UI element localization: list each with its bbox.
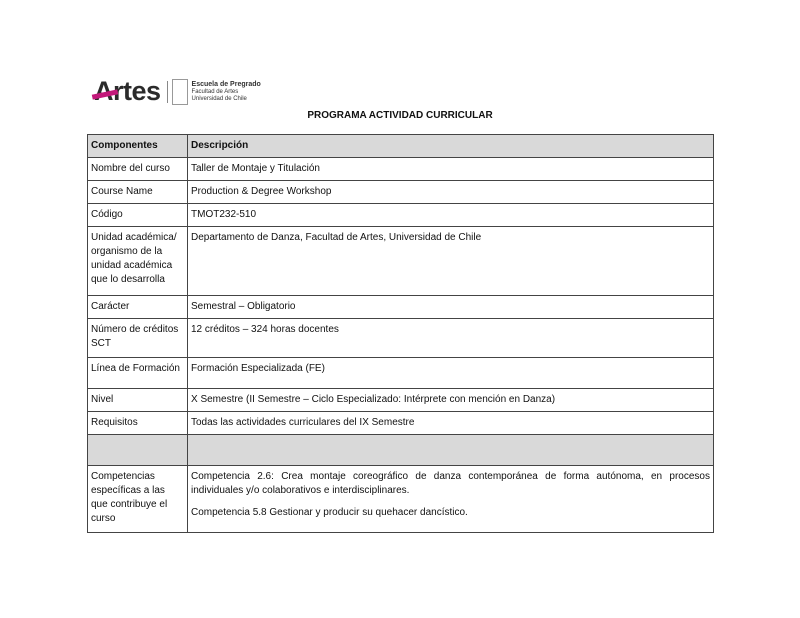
school-name: Escuela de Pregrado Facultad de Artes Un… [192,81,261,103]
row-value: Competencia 2.6: Crea montaje coreográfi… [187,465,714,533]
table-header: Componentes Descripción [87,134,714,158]
table-row: Línea de Formación Formación Especializad… [87,357,714,389]
row-label: Nivel [87,388,188,412]
table-row: Nombre del curso Taller de Montaje y Titu… [87,157,714,181]
program-table: Componentes Descripción Nombre del curso T… [87,134,714,533]
table-row: Código TMOT232-510 [87,203,714,227]
faculty: Facultad de Artes [191,88,239,95]
row-value: Formación Especializada (FE) [187,357,714,389]
row-label: Número de créditos SCT [87,318,188,358]
divider [166,80,168,103]
logo-text: Artes [94,76,161,106]
table-row: Requisitos Todas las actividades curricul… [87,411,714,435]
row-value: X Semestre (II Semestre – Ciclo Especial… [187,388,714,412]
row-label: Competencias específicas a las que contr… [87,465,188,533]
table-row: Nivel X Semestre (II Semestre – Ciclo Esp… [87,388,714,412]
header-cell: Componentes [87,134,188,158]
separator-row [87,434,714,466]
empty-cell [187,434,714,466]
table-row: Competencias específicas a las que contr… [87,465,714,533]
row-value: Todas las actividades curriculares del I… [187,411,714,435]
row-label: Requisitos [87,411,188,435]
row-label: Nombre del curso [87,157,188,181]
row-label: Carácter [87,295,188,319]
table-row: Course Name Production & Degree Workshop [87,180,714,204]
document-title: PROGRAMA ACTIVIDAD CURRICULAR [307,110,493,121]
row-label: Código [87,203,188,227]
row-value: 12 créditos – 324 horas docentes [187,318,714,358]
competencia: Competencia 5.8 Gestionar y producir su … [191,507,468,518]
university: Universidad de Chile [191,95,247,102]
table-row: Número de créditos SCT 12 créditos – 324 … [87,318,714,358]
empty-cell [87,434,188,466]
header-cell: Descripción [187,134,714,158]
row-label: Unidad académica/ organismo de la unidad… [87,226,188,296]
table-row: Carácter Semestral – Obligatorio [87,295,714,319]
row-value: Departamento de Danza, Facultad de Artes… [187,226,714,296]
row-value: TMOT232-510 [187,203,714,227]
row-value: Production & Degree Workshop [187,180,714,204]
table-row: Unidad académica/ organismo de la unidad… [87,226,714,296]
university-seal-icon [171,78,188,105]
row-label: Línea de Formación [87,357,188,389]
row-value: Semestral – Obligatorio [187,295,714,319]
artes-logo: Artes Escuela de Pregrado Facultad de Ar… [94,76,261,107]
competencia: Competencia 2.6: Crea montaje coreográfi… [191,471,710,496]
row-label: Course Name [87,180,188,204]
row-value: Taller de Montaje y Titulación [187,157,714,181]
school: Escuela de Pregrado [191,80,261,88]
